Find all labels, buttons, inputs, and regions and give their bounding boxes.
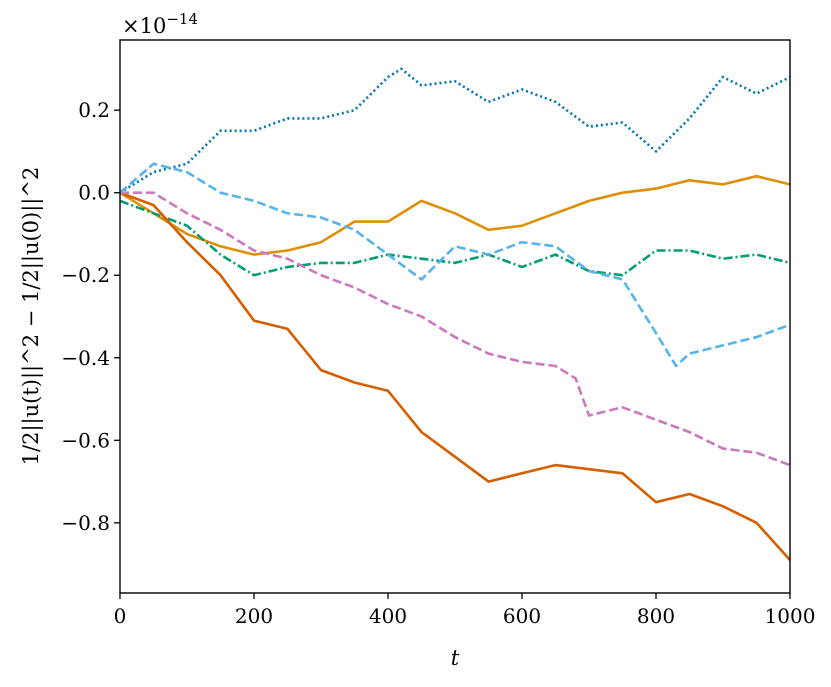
x-axis-ticks: 0 200 400 600 800 1000 xyxy=(114,593,816,628)
x-tick-label: 200 xyxy=(235,604,273,628)
series-line-4 xyxy=(119,191,791,561)
x-tick-label: 600 xyxy=(503,604,541,628)
y-axis-ticks: 0.2 0.0 −0.2 −0.4 −0.6 −0.8 xyxy=(61,98,120,535)
plot-frame xyxy=(119,39,791,594)
y-offset-text: ×10−14 xyxy=(122,10,198,38)
series-line-5 xyxy=(120,191,791,467)
series-line-3 xyxy=(119,199,791,277)
series-line-6 xyxy=(119,162,791,368)
x-tick-label: 1000 xyxy=(765,604,816,628)
x-axis-label: t xyxy=(451,646,460,670)
x-tick-label: 0 xyxy=(114,604,127,628)
y-axis-label: 1/2||u(t)||^2 − 1/2||u(0)||^2 xyxy=(19,167,44,466)
series-line-1 xyxy=(119,67,791,194)
plot-lines xyxy=(119,67,791,561)
y-tick-label: −0.2 xyxy=(61,263,110,287)
y-tick-label: −0.4 xyxy=(61,346,110,370)
y-tick-label: −0.6 xyxy=(61,428,110,452)
x-tick-label: 400 xyxy=(369,604,407,628)
series-line-2 xyxy=(119,174,791,256)
y-tick-label: 0.0 xyxy=(78,181,110,205)
y-tick-label: −0.8 xyxy=(61,511,110,535)
x-tick-label: 800 xyxy=(637,604,675,628)
y-tick-label: 0.2 xyxy=(78,98,110,122)
